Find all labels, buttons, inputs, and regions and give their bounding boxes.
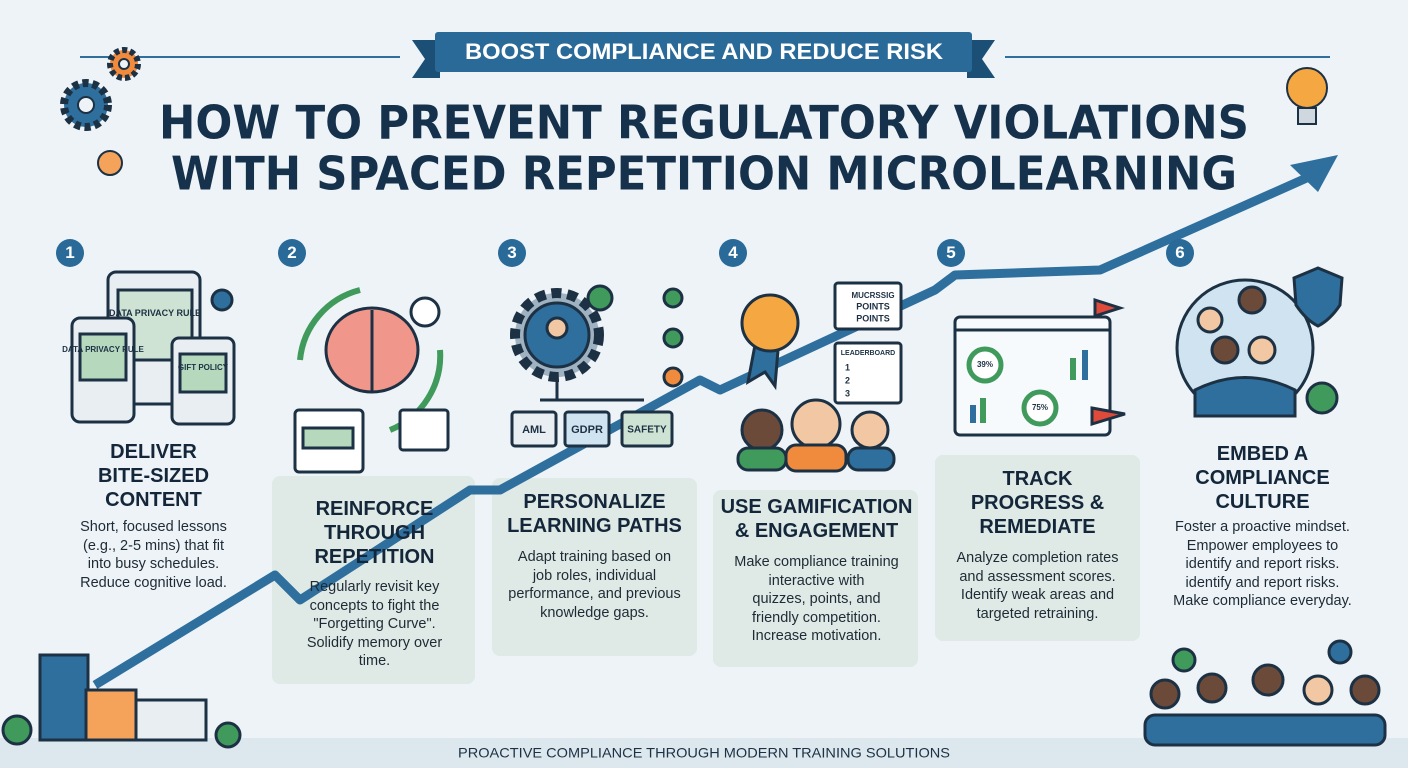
step-description: Increase motivation. bbox=[751, 628, 882, 644]
step-description: (e.g., 2-5 mins) that fit bbox=[82, 537, 225, 554]
people-group bbox=[1143, 639, 1387, 747]
illustration-label: 75% bbox=[1032, 403, 1048, 412]
illustration-label: GIFT POLICY bbox=[178, 363, 229, 372]
dashboard-illustration bbox=[953, 297, 1126, 437]
step-description: Analyze completion rates bbox=[956, 550, 1119, 566]
step-description: and assessment scores. bbox=[959, 568, 1116, 585]
step-title: TRACK bbox=[1002, 468, 1073, 490]
step-title: USE GAMIFICATION bbox=[720, 496, 913, 518]
footer-text: PROACTIVE COMPLIANCE THROUGH MODERN TRAI… bbox=[458, 745, 950, 761]
step-title: BITE-SIZED bbox=[97, 465, 210, 487]
step-description: friendly competition. bbox=[752, 609, 881, 626]
illustration-label: SAFETY bbox=[627, 425, 667, 436]
illustration-label: MUCRSSIG bbox=[851, 291, 894, 300]
step-description: Foster a proactive mindset. bbox=[1175, 519, 1350, 535]
step-description: identify and report risks. bbox=[1185, 556, 1340, 572]
step-description: performance, and previous bbox=[508, 586, 681, 602]
step-description: interactive with bbox=[768, 572, 865, 589]
illustration-label: DATA PRIVACY RULE bbox=[62, 345, 144, 354]
step-title: COMPLIANCE bbox=[1195, 467, 1330, 489]
step-title: EMBED A bbox=[1216, 443, 1309, 465]
step-title: REPETITION bbox=[314, 546, 435, 568]
illustration-label: 2 bbox=[845, 375, 850, 385]
step-description: "Forgetting Curve". bbox=[313, 616, 436, 632]
path-illustration bbox=[510, 284, 684, 448]
illustration-label: POINTS bbox=[856, 301, 890, 311]
step-title: CONTENT bbox=[105, 489, 202, 511]
growth-arrow bbox=[92, 167, 1322, 689]
step-number: 4 bbox=[719, 239, 747, 267]
illustration-label: GDPR bbox=[571, 424, 603, 436]
step-number: 5 bbox=[937, 239, 965, 267]
step-number: 6 bbox=[1166, 239, 1194, 267]
step-description: Empower employees to bbox=[1186, 537, 1339, 554]
step-description: quizzes, points, and bbox=[752, 591, 881, 607]
step-description: Reduce cognitive load. bbox=[80, 574, 227, 591]
tablets-illustration bbox=[70, 270, 236, 426]
brain-illustration bbox=[293, 287, 450, 474]
step-description: into busy schedules. bbox=[87, 556, 220, 572]
step-description: time. bbox=[358, 653, 391, 669]
step-description: concepts to fight the bbox=[309, 597, 440, 614]
step-description: job roles, individual bbox=[532, 567, 657, 584]
buildings bbox=[1, 653, 242, 749]
step-description: targeted retraining. bbox=[976, 605, 1099, 622]
panel bbox=[492, 478, 697, 656]
step-description: Adapt training based on bbox=[517, 549, 672, 565]
step-description: Short, focused lessons bbox=[80, 519, 227, 535]
gamification-illustration bbox=[736, 281, 903, 473]
title-line: HOW TO PREVENT REGULATORY VIOLATIONS bbox=[159, 96, 1249, 150]
step-title: REINFORCE bbox=[315, 498, 434, 520]
step-title: DELIVER bbox=[110, 441, 197, 463]
gear-icons bbox=[60, 47, 141, 176]
banner-ribbon bbox=[80, 32, 1330, 78]
illustration-label: POINTS bbox=[856, 313, 890, 323]
arrow-head bbox=[1290, 155, 1338, 192]
step-description: Make compliance everyday. bbox=[1173, 593, 1352, 609]
illustration-label: 1 bbox=[845, 362, 850, 372]
illustration-label: 39% bbox=[977, 360, 993, 369]
panel bbox=[935, 455, 1140, 641]
banner-text: BOOST COMPLIANCE AND REDUCE RISK bbox=[465, 39, 943, 64]
step-number: 3 bbox=[498, 239, 526, 267]
illustration-label: 3 bbox=[845, 388, 850, 398]
step-number: 1 bbox=[56, 239, 84, 267]
step-title: REMEDIATE bbox=[979, 516, 1096, 538]
step-title: THROUGH bbox=[323, 522, 426, 544]
illustration-label: DATA PRIVACY RULE bbox=[109, 308, 201, 318]
step-description: Regularly revisit key bbox=[309, 579, 440, 595]
lightbulb-icon bbox=[1286, 67, 1328, 125]
step-title: CULTURE bbox=[1215, 491, 1310, 513]
illustration-label: AML bbox=[522, 424, 546, 436]
step-description: identify and report risks. bbox=[1185, 574, 1340, 591]
step-description: Identify weak areas and bbox=[960, 587, 1115, 603]
step-description: knowledge gaps. bbox=[540, 604, 649, 621]
step-title: PROGRESS & bbox=[970, 492, 1105, 514]
step-description: Solidify memory over bbox=[306, 634, 443, 651]
step-description: Make compliance training bbox=[734, 554, 899, 570]
illustration-label: LEADERBOARD bbox=[841, 350, 895, 357]
title-line: WITH SPACED REPETITION MICROLEARNING bbox=[171, 147, 1237, 201]
step-number: 2 bbox=[278, 239, 306, 267]
step-title: & ENGAGEMENT bbox=[734, 520, 899, 542]
culture-illustration bbox=[1175, 266, 1344, 418]
step-title: PERSONALIZE bbox=[523, 491, 666, 513]
step-title: LEARNING PATHS bbox=[507, 515, 682, 537]
panel bbox=[713, 490, 918, 667]
